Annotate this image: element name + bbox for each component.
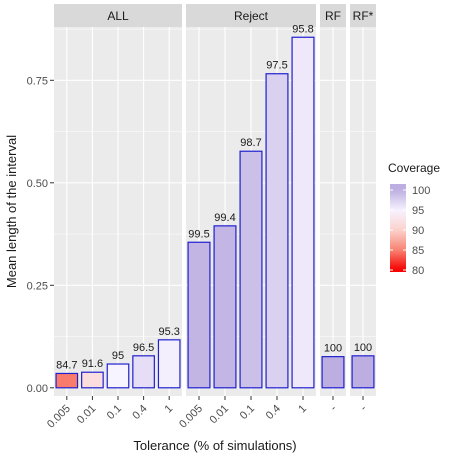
facet-strip-label: RF [325,9,341,23]
x-tick-label: 0.1 [238,403,257,422]
x-tick-label: - [328,402,339,413]
facet-rf: RF 100 - [320,4,346,414]
x-tick-label: 0.005 [45,403,73,431]
y-tick-label: 0.50 [27,178,48,190]
y-axis-title: Mean length of the interval [4,135,19,288]
y-tick-label: 0.00 [27,383,48,395]
x-tick-label: 0.01 [75,403,99,427]
x-tick-label: - [358,402,369,413]
bar-coverage-label: 95 [112,350,124,362]
bar-coverage-label: 98.7 [240,137,261,149]
legend-break-label: 85 [412,245,424,257]
legend-break-label: 95 [412,205,424,217]
facet-strip [350,4,376,27]
x-tick-label: 0.1 [105,403,124,422]
bar [106,363,130,389]
bar-coverage-label: 99.5 [188,228,209,240]
legend-break-label: 80 [412,265,424,277]
bar [81,371,104,389]
facet-reject: Reject 99.5 0.005 99.4 0.01 98.7 0.1 97.5 0.4 95.… [177,4,316,431]
facet-strip-label: Reject [234,9,269,23]
bar [239,150,263,389]
legend-colorbar [390,184,406,272]
bar [265,73,289,389]
bar-coverage-label: 96.5 [133,342,154,354]
bar [187,241,211,389]
bar-coverage-label: 100 [354,342,372,354]
x-tick-label: 0.005 [177,403,205,431]
bar-coverage-label: 91.6 [82,358,103,370]
facet-strip [54,4,182,27]
facet-rf: RF* 100 - [350,4,376,414]
facet-strip-label: RF* [353,9,374,23]
x-tick-label: 1 [296,403,309,416]
bar [291,36,315,389]
legend-title: Coverage [388,161,440,175]
x-tick-label: 0.01 [207,403,231,427]
facet-strip [186,4,316,27]
bar-coverage-label: 95.3 [158,326,179,338]
x-tick-label: 0.4 [130,403,149,422]
legend-break-label: 90 [412,225,424,237]
bar-coverage-label: 95.8 [292,23,313,35]
y-axis: 0.00 0.25 0.50 0.75 [27,75,54,395]
bar-coverage-label: 100 [324,343,342,355]
bar-coverage-label: 84.7 [56,359,77,371]
bar [157,339,181,389]
x-axis-title: Tolerance (% of simulations) [133,438,296,453]
bar-coverage-label: 99.4 [214,212,235,224]
bar [351,355,375,389]
facet-strip [320,4,346,27]
legend-break-label: 100 [412,185,430,197]
legend: Coverage 100 95 90 85 80 [388,161,440,277]
bar [132,355,155,389]
bar [321,356,345,389]
bar-coverage-label: 97.5 [266,60,287,72]
x-tick-label: 1 [163,403,176,416]
bar [55,372,79,389]
facet-strip-label: ALL [107,9,129,23]
y-tick-label: 0.75 [27,75,48,87]
bar [213,225,237,389]
y-tick-label: 0.25 [27,280,48,292]
facet-all: ALL 84.7 0.005 91.6 0.01 95 0.1 96.5 0.4 95.3 1 [45,4,182,431]
x-tick-label: 0.4 [264,403,283,422]
